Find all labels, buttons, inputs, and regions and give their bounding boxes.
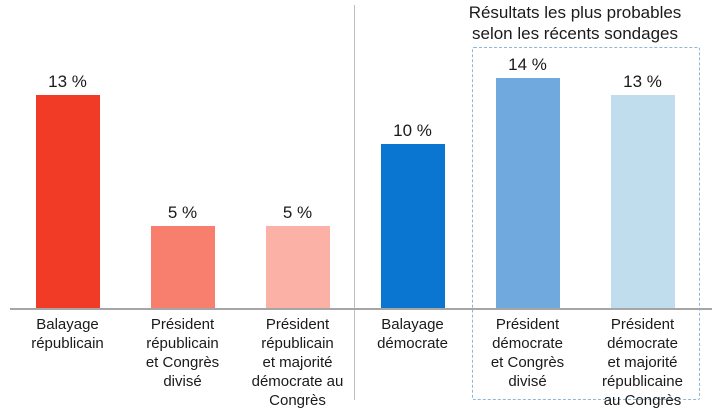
bar	[610, 95, 675, 308]
bar-column: 5 %	[240, 203, 355, 308]
chart-title: Résultats les plus probables selon les r…	[430, 2, 718, 44]
bar-value-label: 13 %	[623, 72, 662, 91]
category-label: Balayage républicain	[31, 316, 104, 352]
category-label: Président démocrate et Congrès divisé	[490, 316, 565, 390]
bar	[495, 78, 560, 308]
bar	[265, 226, 330, 308]
category-label: Président républicain et majorité démocr…	[251, 316, 344, 409]
bar	[150, 226, 215, 308]
group-divider-line	[354, 5, 355, 400]
bar-column: 14 %	[470, 55, 585, 308]
bar-column: 13 %	[585, 72, 700, 308]
category-label: Président républicain et Congrès divisé	[145, 316, 220, 390]
chart-title-line-2: selon les récents sondages	[471, 24, 679, 43]
bar-value-label: 5 %	[167, 203, 198, 222]
bar	[380, 144, 445, 308]
category-label: Balayage démocrate	[377, 316, 448, 352]
bar-column: 13 %	[10, 72, 125, 308]
bar	[35, 95, 100, 308]
bar-value-label: 10 %	[393, 121, 432, 140]
annotation-dashed-box	[472, 47, 700, 400]
x-axis-line	[10, 308, 712, 310]
bar-value-label: 14 %	[508, 55, 547, 74]
bar-column: 10 %	[355, 121, 470, 308]
chart-title-line-1: Résultats les plus probables	[468, 3, 682, 22]
category-label: Président démocrate et majorité républic…	[602, 316, 683, 409]
bar-column: 5 %	[125, 203, 240, 308]
bar-value-label: 13 %	[48, 72, 87, 91]
bar-value-label: 5 %	[282, 203, 313, 222]
